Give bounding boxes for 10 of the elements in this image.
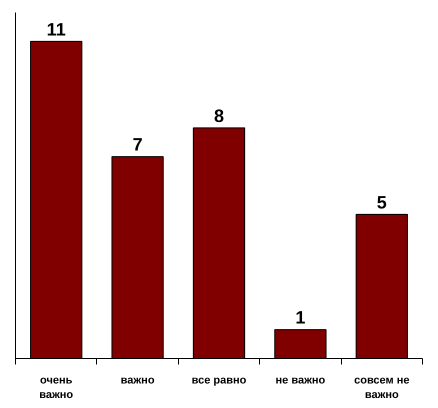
data-label: 8 [214, 106, 224, 126]
data-label: 1 [295, 308, 306, 328]
x-tick-label: очень важно [39, 374, 74, 401]
data-label: 11 [46, 19, 66, 40]
data-label: 7 [132, 134, 143, 155]
x-tick-label: важно [120, 374, 155, 386]
data-label: 5 [376, 192, 387, 212]
x-tick-label: не важно [276, 374, 326, 386]
x-tick-label: совсем не важно [354, 374, 410, 401]
x-tick-label: все равно [192, 374, 247, 386]
